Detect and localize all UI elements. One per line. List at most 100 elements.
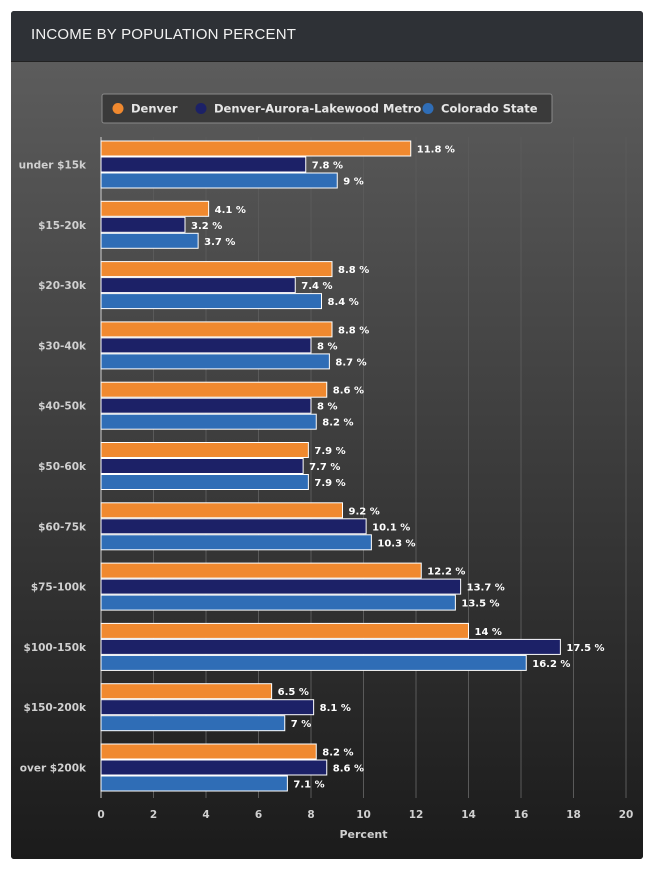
data-label: 13.7 % — [467, 583, 505, 594]
chart-title: INCOME BY POPULATION PERCENT — [31, 26, 297, 43]
data-label: 7.4 % — [301, 281, 332, 292]
bar-denver-aurora-lakewood-metro — [100, 458, 304, 474]
legend-marker — [112, 103, 124, 114]
data-label: 11.8 % — [417, 145, 455, 156]
x-tick-label: 4 — [202, 809, 209, 821]
x-tick-label: 8 — [307, 809, 314, 821]
bar-denver-aurora-lakewood-metro — [100, 216, 186, 233]
x-axis-title: Percent — [339, 828, 387, 841]
legend-item[interactable]: Denver-Aurora-Lakewood Metro — [214, 102, 421, 116]
category-label: $15-20k — [38, 220, 87, 232]
card-header: INCOME BY POPULATION PERCENT — [11, 11, 643, 62]
bar-colorado-state — [100, 232, 199, 249]
data-label: 3.2 % — [191, 221, 222, 232]
bar-denver-aurora-lakewood-metro — [100, 277, 296, 294]
category-label: under $15k — [19, 160, 87, 172]
bar-colorado-state — [100, 474, 309, 490]
data-label: 17.5 % — [566, 643, 604, 654]
x-tick-label: 10 — [356, 809, 371, 821]
data-label: 6.5 % — [278, 687, 309, 698]
data-label: 8.2 % — [322, 418, 353, 429]
bar-colorado-state — [100, 293, 322, 310]
bar-colorado-state — [100, 775, 288, 792]
x-tick-label: 0 — [97, 809, 104, 821]
data-label: 12.2 % — [427, 567, 465, 578]
legend-marker — [422, 103, 434, 114]
bar-denver-aurora-lakewood-metro — [100, 578, 462, 595]
data-label: 7.8 % — [312, 161, 343, 172]
bar-colorado-state — [100, 654, 527, 671]
data-label: 8.6 % — [333, 764, 364, 775]
bar-denver — [100, 261, 333, 278]
legend-item[interactable]: Colorado State — [441, 102, 538, 116]
bar-denver-aurora-lakewood-metro — [100, 337, 312, 354]
data-label: 14 % — [475, 627, 502, 638]
category-label: $20-30k — [38, 280, 87, 292]
data-label: 7.1 % — [293, 780, 324, 791]
category-label: over $200k — [20, 763, 87, 775]
data-label: 7.7 % — [309, 462, 340, 473]
data-label: 16.2 % — [532, 659, 570, 670]
bar-chart: 0 2 4 6 8 10 12 14 16 18 20 Percent under $15k 11.8 %… — [19, 93, 634, 841]
bar-colorado-state — [100, 594, 456, 611]
category-label: $40-50k — [38, 401, 87, 413]
bar-colorado-state — [100, 353, 330, 370]
bar-denver — [100, 743, 317, 760]
bar-denver — [100, 321, 333, 338]
bar-denver — [100, 502, 343, 519]
category-label: $50-60k — [38, 461, 87, 473]
data-label: 8.4 % — [328, 297, 359, 308]
data-label: 4.1 % — [215, 205, 246, 216]
chart-card: INCOME BY POPULATION PERCENT 0 2 4 6 8 10 12 14… — [11, 11, 643, 859]
legend-marker — [195, 103, 207, 114]
category-label: $60-75k — [38, 521, 87, 533]
bar-colorado-state — [100, 534, 372, 551]
x-tick-label: 16 — [514, 809, 529, 821]
x-tick-label: 2 — [150, 809, 157, 821]
data-label: 8.6 % — [333, 386, 364, 397]
data-label: 8 % — [317, 402, 337, 413]
bar-colorado-state — [100, 172, 338, 189]
bar-denver-aurora-lakewood-metro — [100, 699, 315, 716]
bar-denver-aurora-lakewood-metro — [100, 638, 561, 655]
data-label: 9 % — [343, 177, 363, 188]
bar-denver — [100, 442, 309, 458]
data-label: 13.5 % — [461, 599, 499, 610]
data-label: 8 % — [317, 341, 337, 352]
data-label: 3.7 % — [204, 237, 235, 248]
data-label: 7.9 % — [314, 446, 345, 457]
category-label: $150-200k — [24, 702, 87, 714]
data-label: 8.7 % — [335, 357, 366, 368]
bar-colorado-state — [100, 715, 286, 732]
bar-denver — [100, 140, 412, 157]
data-label: 8.8 % — [338, 265, 369, 276]
category-label: $30-40k — [38, 340, 87, 352]
data-label: 10.1 % — [372, 522, 410, 533]
data-label: 8.1 % — [320, 703, 351, 714]
data-label: 7.9 % — [314, 478, 345, 489]
data-label: 10.3 % — [377, 538, 415, 549]
bar-denver-aurora-lakewood-metro — [100, 397, 312, 414]
bar-denver-aurora-lakewood-metro — [100, 518, 367, 535]
bar-colorado-state — [100, 413, 317, 430]
x-tick-label: 18 — [566, 809, 581, 821]
category-label: $75-100k — [31, 582, 87, 594]
bar-denver — [100, 200, 210, 217]
bar-denver-aurora-lakewood-metro — [100, 156, 307, 173]
bar-denver — [100, 622, 469, 639]
category-label: $100-150k — [24, 642, 87, 654]
legend — [101, 93, 553, 124]
data-label: 7 % — [291, 719, 311, 730]
bar-denver-aurora-lakewood-metro — [100, 759, 328, 776]
x-tick-label: 6 — [255, 809, 262, 821]
x-tick-label: 14 — [461, 809, 476, 821]
bar-denver — [100, 683, 273, 700]
bar-denver — [100, 381, 328, 398]
bar-denver — [100, 562, 422, 579]
data-label: 8.8 % — [338, 325, 369, 336]
data-label: 9.2 % — [349, 506, 380, 517]
legend-item[interactable]: Denver — [131, 102, 178, 116]
data-label: 8.2 % — [322, 748, 353, 759]
x-tick-label: 20 — [619, 809, 634, 821]
x-tick-label: 12 — [409, 809, 424, 821]
